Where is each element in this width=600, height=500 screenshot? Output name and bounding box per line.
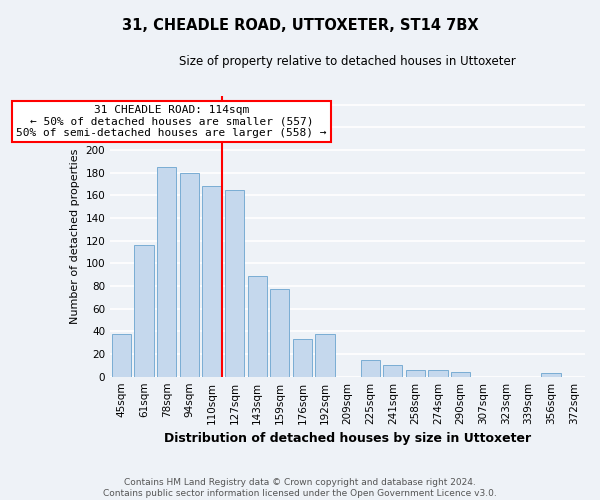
X-axis label: Distribution of detached houses by size in Uttoxeter: Distribution of detached houses by size … <box>164 432 531 445</box>
Bar <box>270 290 289 376</box>
Bar <box>180 172 199 376</box>
Text: Contains HM Land Registry data © Crown copyright and database right 2024.
Contai: Contains HM Land Registry data © Crown c… <box>103 478 497 498</box>
Bar <box>293 340 312 376</box>
Y-axis label: Number of detached properties: Number of detached properties <box>70 148 80 324</box>
Bar <box>157 167 176 376</box>
Bar <box>361 360 380 376</box>
Bar <box>134 245 154 376</box>
Bar <box>541 374 560 376</box>
Text: 31 CHEADLE ROAD: 114sqm
← 50% of detached houses are smaller (557)
50% of semi-d: 31 CHEADLE ROAD: 114sqm ← 50% of detache… <box>16 104 327 138</box>
Bar <box>451 372 470 376</box>
Bar <box>383 366 403 376</box>
Bar <box>406 370 425 376</box>
Bar <box>316 334 335 376</box>
Bar <box>248 276 267 376</box>
Bar <box>202 186 221 376</box>
Bar <box>225 190 244 376</box>
Bar <box>428 370 448 376</box>
Text: 31, CHEADLE ROAD, UTTOXETER, ST14 7BX: 31, CHEADLE ROAD, UTTOXETER, ST14 7BX <box>122 18 478 32</box>
Bar <box>112 334 131 376</box>
Title: Size of property relative to detached houses in Uttoxeter: Size of property relative to detached ho… <box>179 55 516 68</box>
